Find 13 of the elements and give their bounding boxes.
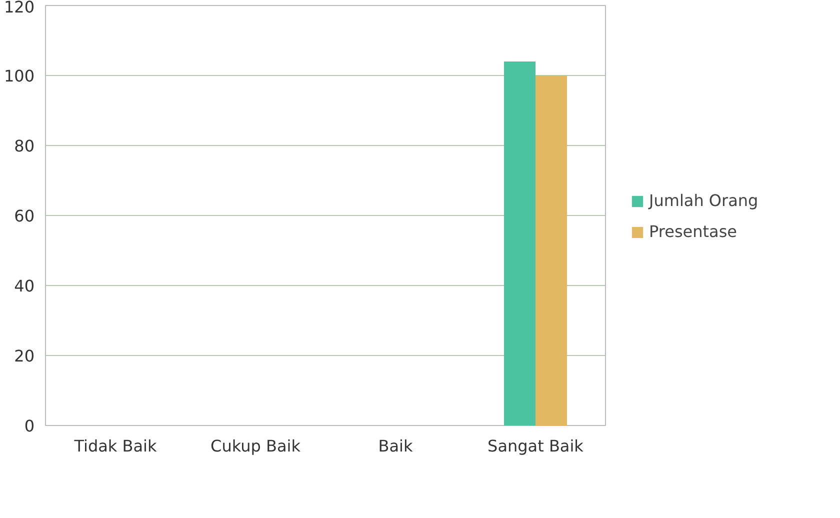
y-tick-label: 100: [4, 66, 35, 86]
y-tick-label: 80: [14, 136, 34, 156]
x-tick-label: Cukup Baik: [210, 436, 302, 456]
x-tick-label: Tidak Baik: [73, 436, 158, 456]
y-tick-label: 20: [14, 346, 34, 366]
x-tick-label: Baik: [378, 436, 414, 456]
x-tick-label: Sangat Baik: [488, 436, 584, 456]
legend-label: Jumlah Orang: [649, 191, 758, 210]
y-tick-label: 0: [24, 416, 35, 436]
legend-label: Presentase: [649, 222, 738, 241]
y-tick-label: 120: [4, 0, 35, 16]
y-tick-label: 40: [14, 276, 34, 296]
y-tick-label: 60: [14, 206, 34, 226]
